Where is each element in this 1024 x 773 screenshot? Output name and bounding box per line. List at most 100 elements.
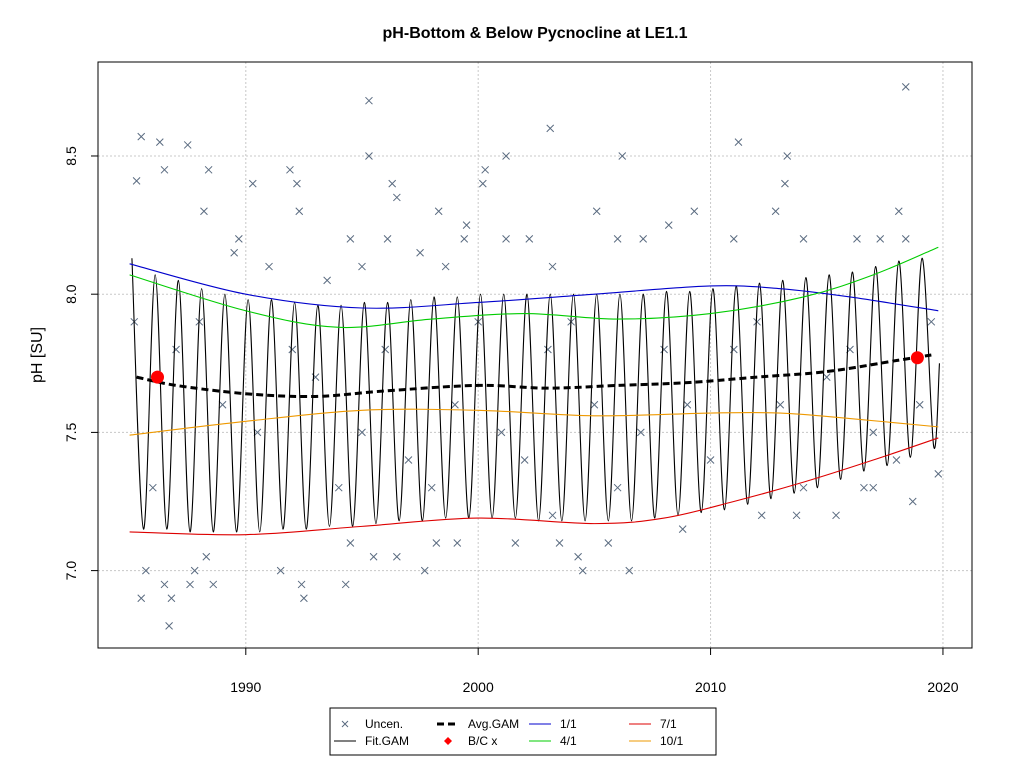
avg-gam-line (136, 353, 932, 399)
data-point (664, 221, 673, 229)
data-point (165, 622, 173, 630)
data-point (137, 132, 146, 141)
legend-label: Fit.GAM (365, 734, 409, 748)
data-point (592, 207, 601, 216)
data-point (860, 483, 868, 492)
data-point (706, 456, 715, 464)
data-point (420, 566, 429, 575)
x-tick-label: 2010 (695, 679, 726, 695)
data-point (901, 235, 910, 243)
data-point (137, 594, 146, 603)
x-tick-label: 1990 (230, 679, 261, 695)
trend-line (129, 263, 939, 312)
data-point (574, 552, 582, 561)
data-point (204, 165, 213, 174)
data-point (590, 400, 599, 409)
legend-label: 4/1 (560, 734, 577, 748)
data-point (460, 235, 469, 243)
chart-title: pH-Bottom & Below Pycnocline at LE1.1 (383, 25, 688, 42)
data-point (381, 345, 390, 354)
plot-frame (97, 61, 973, 649)
data-point (678, 525, 687, 533)
data-point (218, 400, 227, 409)
data-point (822, 373, 831, 381)
legend-label: Uncen. (365, 717, 403, 731)
data-point (288, 345, 297, 354)
legend-label: 7/1 (660, 717, 677, 731)
data-point (388, 179, 397, 188)
data-point (358, 262, 366, 271)
data-point (265, 262, 273, 271)
data-point (434, 207, 443, 216)
data-point (462, 221, 471, 229)
y-tick-label: 8.0 (63, 284, 79, 304)
data-point (783, 152, 792, 160)
data-point (365, 96, 373, 105)
data-point (544, 345, 552, 354)
data-point (781, 179, 789, 188)
data-point (346, 235, 355, 243)
data-point (927, 317, 936, 326)
trend-line (129, 246, 939, 329)
data-point (167, 594, 176, 603)
data-point (432, 539, 441, 547)
data-point (548, 262, 557, 271)
data-point (200, 207, 208, 216)
data-point (771, 207, 780, 216)
data-point (481, 165, 490, 174)
data-point (555, 539, 564, 547)
data-point (286, 165, 294, 174)
data-point (295, 207, 304, 216)
data-point (729, 345, 738, 354)
data-point (729, 235, 738, 243)
data-point (404, 456, 413, 464)
data-point (792, 511, 801, 520)
data-point (908, 497, 917, 506)
data-point (155, 138, 164, 147)
data-point (915, 400, 924, 409)
data-point (297, 580, 306, 589)
data-point (230, 248, 239, 257)
trend-line (129, 437, 939, 536)
legend-label: 1/1 (560, 717, 577, 731)
data-point (683, 400, 692, 409)
data-point (172, 345, 180, 354)
data-point (392, 552, 401, 561)
data-point (441, 262, 450, 271)
data-point (613, 483, 622, 492)
data-point (753, 317, 761, 326)
data-point (276, 566, 285, 575)
data-point (142, 566, 150, 575)
data-point (869, 428, 878, 437)
data-point (248, 179, 257, 188)
data-point (901, 83, 910, 91)
data-point (757, 511, 766, 520)
y-tick-label: 7.0 (63, 561, 79, 581)
data-point (132, 177, 141, 185)
data-point (369, 552, 378, 561)
data-point (427, 483, 436, 492)
data-point (832, 511, 840, 520)
data-point (451, 400, 459, 409)
data-point (734, 138, 743, 147)
data-point (160, 580, 169, 589)
data-point (578, 566, 587, 575)
data-point (293, 179, 301, 188)
legend-box (329, 707, 717, 756)
data-point (690, 207, 699, 216)
legend-label: Avg.GAM (468, 717, 519, 731)
data-point (341, 580, 350, 589)
data-point (853, 235, 861, 243)
data-point (892, 456, 901, 464)
data-point (511, 539, 520, 547)
legend-symbol (341, 720, 349, 728)
data-point (625, 566, 634, 575)
data-point (453, 539, 462, 547)
data-point (604, 539, 613, 547)
data-point (300, 594, 308, 603)
bc-point (910, 351, 924, 365)
data-point (323, 276, 331, 285)
trend-line (129, 408, 939, 436)
